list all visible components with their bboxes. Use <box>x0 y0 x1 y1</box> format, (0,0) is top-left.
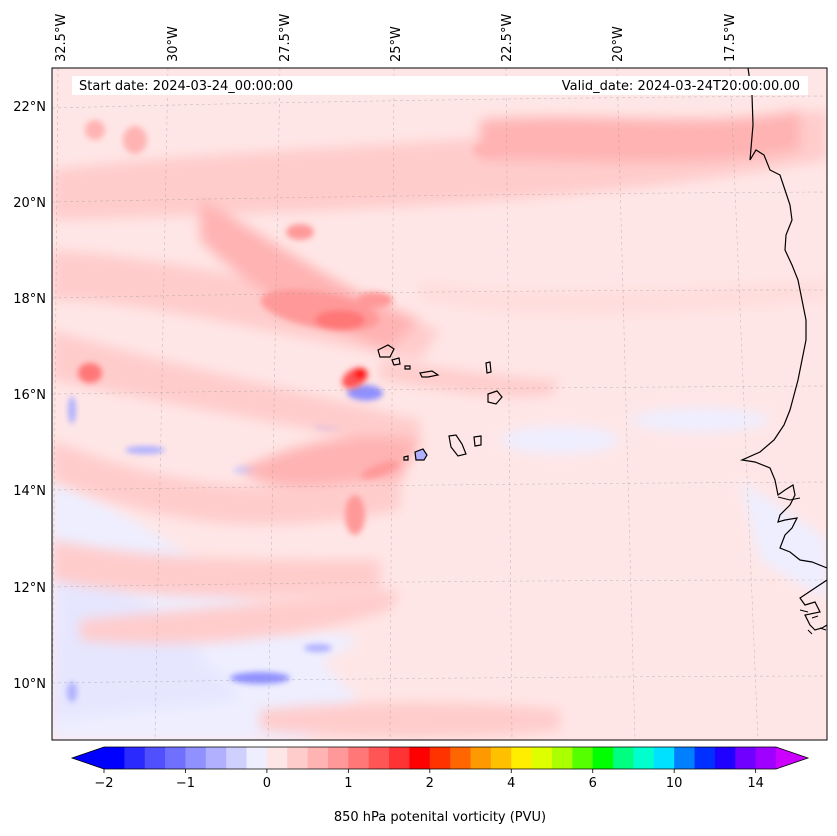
colorbar-cell <box>694 747 716 769</box>
colorbar-cell <box>104 747 125 769</box>
colorbar-cell <box>205 747 227 769</box>
colorbar-tick-label: −2 <box>94 776 113 791</box>
lon-label: 25°W <box>389 26 404 62</box>
lon-label: 30°W <box>166 26 181 62</box>
colorbar-cell <box>246 747 268 769</box>
colorbar-cell <box>328 747 349 769</box>
colorbar-cell <box>470 747 492 769</box>
island-brava <box>403 455 409 461</box>
island-fogo <box>414 448 428 461</box>
lat-label: 10°N <box>13 677 46 692</box>
colorbar-cell <box>613 747 635 769</box>
start-date-label: Start date: 2024-03-24_00:00:00 <box>79 79 293 94</box>
colorbar-cell <box>409 747 431 769</box>
map-panel <box>52 68 827 740</box>
lat-label: 14°N <box>13 484 46 499</box>
african-coastline <box>739 68 827 631</box>
colorbar-cell <box>633 747 655 769</box>
colorbar-over-arrow <box>776 747 808 769</box>
colorbar-cells <box>104 747 777 769</box>
colorbar-cell <box>266 747 288 769</box>
colorbar-cell <box>226 747 248 769</box>
graticule <box>52 68 827 740</box>
colorbar-cell <box>572 747 594 769</box>
colorbar-cell <box>755 747 777 769</box>
colorbar-cell <box>287 747 309 769</box>
colorbar-cell <box>490 747 512 769</box>
island-maio <box>473 435 482 447</box>
colorbar-cell <box>429 747 451 769</box>
island-santa-luzia <box>404 365 411 370</box>
colorbar-tick-label: 6 <box>589 776 597 791</box>
gambia-river <box>777 496 801 501</box>
colorbar-cell <box>511 747 533 769</box>
lat-label: 20°N <box>13 196 46 211</box>
valid-date-label: Valid_date: 2024-03-24T20:00:00.00 <box>562 79 800 94</box>
colorbar-cell <box>450 747 472 769</box>
colorbar-cell <box>368 747 390 769</box>
colorbar-cell <box>735 747 757 769</box>
colorbar-tick-label: 0 <box>263 776 271 791</box>
colorbar-cell <box>714 747 736 769</box>
island-santiago <box>448 434 467 457</box>
colorbar-cell <box>144 747 166 769</box>
lon-label: 20°W <box>611 26 626 62</box>
colorbar-cell <box>124 747 146 769</box>
lat-label: 12°N <box>13 581 46 596</box>
lon-label: 17.5°W <box>723 14 738 62</box>
island-boa-vista <box>487 390 503 405</box>
colorbar-cell <box>531 747 553 769</box>
colorbar-ticks: −2 −1 0 1 2 4 6 10 14 <box>94 769 764 791</box>
positive-pv-cores <box>78 120 497 535</box>
colorbar-cell <box>552 747 573 769</box>
colorbar-tick-label: 1 <box>344 776 352 791</box>
colorbar-under-arrow <box>72 747 104 769</box>
colorbar-label: 850 hPa potenital vorticity (PVU) <box>334 810 546 825</box>
island-sao-nicolau <box>419 370 440 378</box>
colorbar-tick-label: −1 <box>176 776 195 791</box>
lon-label: 27.5°W <box>278 14 293 62</box>
colorbar-cell <box>185 747 207 769</box>
colorbar-cell <box>307 747 329 769</box>
cape-verde-islands <box>377 344 503 461</box>
coastal-islands <box>799 609 827 635</box>
colorbar-cell <box>674 747 696 769</box>
colorbar-tick-label: 10 <box>666 776 683 791</box>
header-box <box>72 76 808 95</box>
colorbar-cell <box>165 747 187 769</box>
longitude-labels: 32.5°W 30°W 27.5°W 25°W 22.5°W 20°W 17.5… <box>54 14 738 62</box>
lon-label: 22.5°W <box>500 14 515 62</box>
lat-label: 18°N <box>13 292 46 307</box>
latitude-labels: 22°N 20°N 18°N 16°N 14°N 12°N 10°N <box>13 100 46 692</box>
colorbar-cell <box>592 747 614 769</box>
colorbar-tick-label: 2 <box>426 776 434 791</box>
colorbar-cell <box>348 747 370 769</box>
colorbar: −2 −1 0 1 2 4 6 10 14 850 hPa potenital vorticit… <box>70 746 810 825</box>
lat-label: 22°N <box>13 100 46 115</box>
lat-label: 16°N <box>13 388 46 403</box>
island-sao-vicente <box>391 357 401 366</box>
lon-label: 32.5°W <box>54 14 69 62</box>
colorbar-tick-label: 4 <box>507 776 515 791</box>
colorbar-cell <box>653 747 675 769</box>
colorbar-tick-label: 14 <box>747 776 764 791</box>
colorbar-cell <box>389 747 411 769</box>
map-frame <box>51 67 828 741</box>
island-santo-antao <box>377 344 395 358</box>
island-sal <box>485 361 492 374</box>
